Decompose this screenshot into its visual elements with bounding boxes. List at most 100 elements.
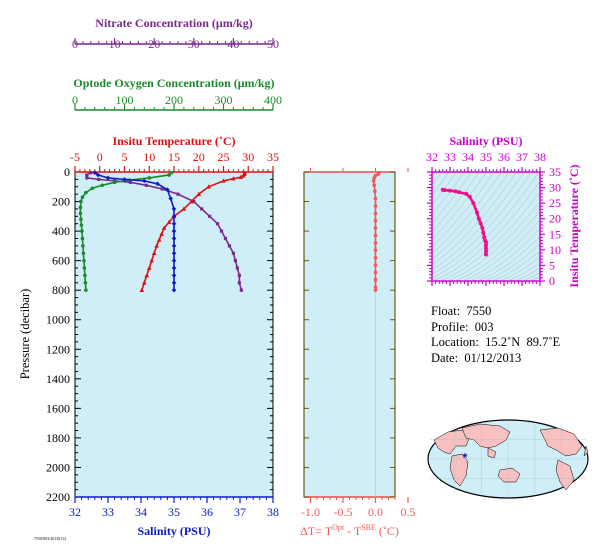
temperature-point: [146, 265, 152, 270]
oxygen-point: [147, 176, 152, 180]
delta-point: [373, 241, 378, 245]
ts-salinity-tick-label: 34: [462, 150, 474, 164]
delta-axis-label-part: Opt: [332, 523, 345, 532]
temperature-point: [241, 173, 246, 178]
oxygen-point: [81, 244, 85, 248]
ts-contour-line: [521, 272, 540, 281]
location-label: Location:: [431, 335, 479, 349]
oxygen-point: [80, 236, 85, 241]
ts-salinity-tick-label: 36: [498, 150, 510, 164]
salinity-point: [171, 258, 177, 263]
temperature-tick-label: 10: [143, 150, 155, 164]
profile-label: Profile:: [431, 319, 469, 334]
oxygen-point: [169, 170, 174, 175]
ts-contour-line: [432, 172, 502, 254]
salinity-point: [171, 280, 177, 286]
salinity-point: [171, 287, 177, 293]
salinity-point: [105, 175, 111, 181]
ts-contour-line: [469, 227, 540, 281]
delta-point: [373, 248, 378, 253]
nitrate-point: [223, 236, 228, 241]
oxygen-point: [83, 273, 87, 278]
pressure-tick-label: 1000: [46, 313, 70, 327]
delta-point: [373, 288, 378, 292]
salinity-tick-label: 38: [267, 505, 279, 519]
ts-point: [481, 230, 486, 235]
ts-contour-line: [499, 256, 540, 281]
ts-contour-line: [506, 262, 540, 281]
profile-line: Profile: 003: [431, 320, 560, 336]
nitrate-point: [235, 266, 239, 270]
temperature-point: [206, 184, 211, 189]
delta-point: [373, 196, 378, 201]
oxygen-point: [84, 288, 88, 292]
temperature-point: [181, 206, 187, 211]
oxygen-point: [80, 195, 85, 199]
nitrate-point: [227, 244, 232, 248]
pressure-tick-label: 2000: [46, 460, 70, 474]
pressure-tick-label: 2200: [46, 490, 70, 504]
footer-id: 7550/003/20130112: [34, 536, 67, 541]
nitrate-point: [85, 173, 89, 177]
delta-point: [373, 204, 378, 208]
delta-point: [373, 255, 378, 260]
ts-temp-axis-label: Insitu Temperature (˚C): [567, 164, 581, 287]
temperature-tick-label: 20: [193, 150, 205, 164]
temperature-point: [159, 231, 164, 236]
salinity-point: [122, 177, 127, 182]
ts-point: [476, 216, 481, 221]
oxygen-point: [78, 211, 83, 216]
pressure-tick-label: 800: [52, 283, 70, 297]
temperature-tick-label: 25: [218, 150, 230, 164]
nitrate-series-line: [86, 172, 243, 291]
ts-contour-line: [432, 172, 532, 275]
delta-point: [373, 226, 378, 230]
nitrate-tick-label: 30: [188, 37, 200, 51]
ts-point: [482, 235, 487, 240]
ts-point: [464, 191, 469, 196]
salinity-point: [171, 236, 177, 241]
oxygen-point: [82, 258, 86, 263]
ts-contour-line: [461, 219, 540, 281]
nitrate-tick-label: 0: [72, 37, 78, 51]
pressure-tick-label: 200: [52, 195, 70, 209]
salinity-point: [171, 214, 177, 219]
map-land: [539, 427, 583, 457]
ts-temp-tick-label: 0: [549, 274, 555, 288]
temperature-tick-label: 0: [97, 150, 103, 164]
nitrate-point: [128, 180, 133, 184]
oxygen-point: [80, 229, 84, 233]
pressure-tick-label: 600: [52, 254, 70, 268]
oxygen-point: [79, 199, 83, 204]
ts-point: [484, 249, 488, 254]
delta-point: [373, 233, 378, 238]
salinity-point: [155, 181, 160, 187]
ts-contour-line: [432, 172, 480, 232]
nitrate-tick-label: 50: [267, 37, 279, 51]
salinity-point: [171, 228, 177, 234]
temperature-point: [142, 280, 147, 285]
ts-temp-tick-label: 10: [549, 243, 561, 257]
ts-contour-line: [432, 172, 487, 240]
ts-point: [448, 188, 452, 193]
delta-point: [373, 263, 378, 267]
salinity-point: [92, 170, 98, 176]
oxygen-point: [84, 190, 88, 195]
salinity-point: [171, 243, 177, 249]
temperature-point: [144, 272, 150, 278]
ts-salinity-tick-label: 33: [444, 150, 456, 164]
pressure-tick-label: 0: [64, 165, 70, 179]
ts-point: [442, 188, 447, 193]
date-value: 01/12/2013: [464, 350, 522, 365]
ts-contour-line: [514, 267, 540, 281]
oxygen-tick-label: 100: [116, 93, 134, 107]
delta-axis-label-part: (˚C): [376, 524, 399, 538]
ts-temp-tick-label: 20: [549, 212, 561, 226]
world-map: ★: [427, 419, 589, 499]
ts-contour-line: [446, 201, 540, 281]
oxygen-point: [82, 266, 87, 270]
pressure-axis-label: Pressure (decibar): [18, 289, 32, 380]
temperature-tick-label: 35: [267, 150, 279, 164]
nitrate-point: [85, 176, 89, 180]
salinity-point: [171, 273, 177, 278]
